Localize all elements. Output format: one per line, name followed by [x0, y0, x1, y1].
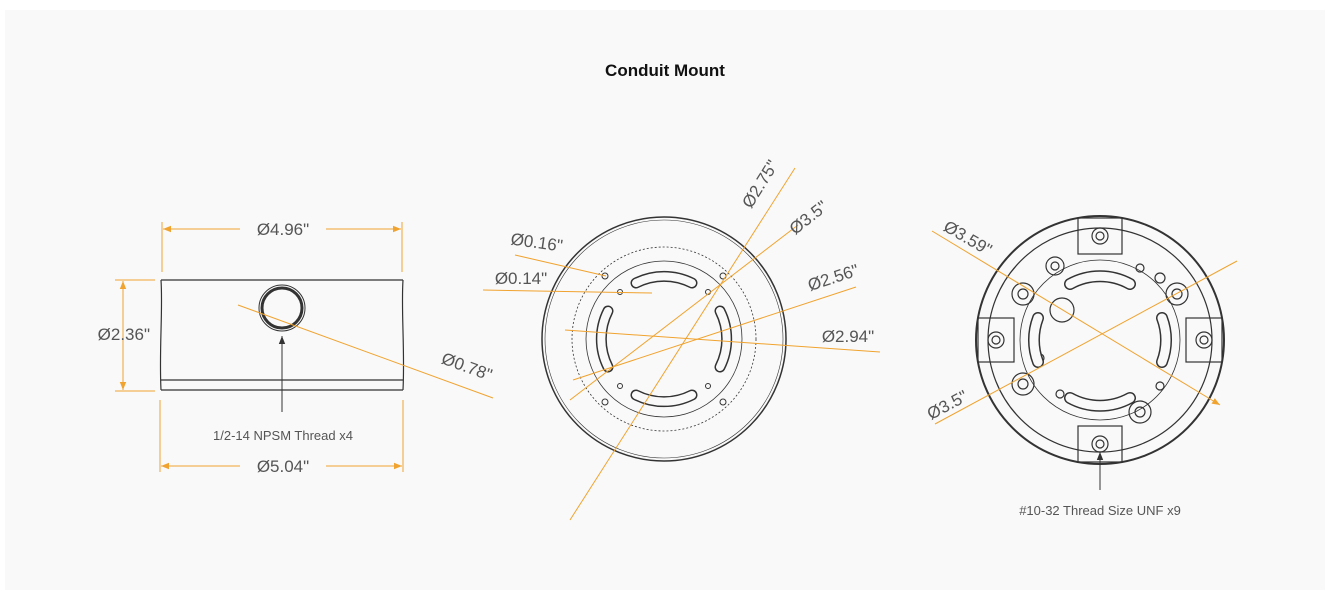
dim-label: Ø5.04"	[257, 457, 309, 476]
panel	[5, 10, 1325, 590]
dim-label: Ø2.94"	[822, 327, 874, 346]
note: #10-32 Thread Size UNF x9	[1019, 503, 1181, 518]
title: Conduit Mount	[605, 61, 725, 80]
dim-label: Ø4.96"	[257, 220, 309, 239]
dim-label: Ø0.14"	[495, 269, 547, 288]
note: 1/2-14 NPSM Thread x4	[213, 428, 353, 443]
dim-label: Ø2.36"	[98, 325, 150, 344]
